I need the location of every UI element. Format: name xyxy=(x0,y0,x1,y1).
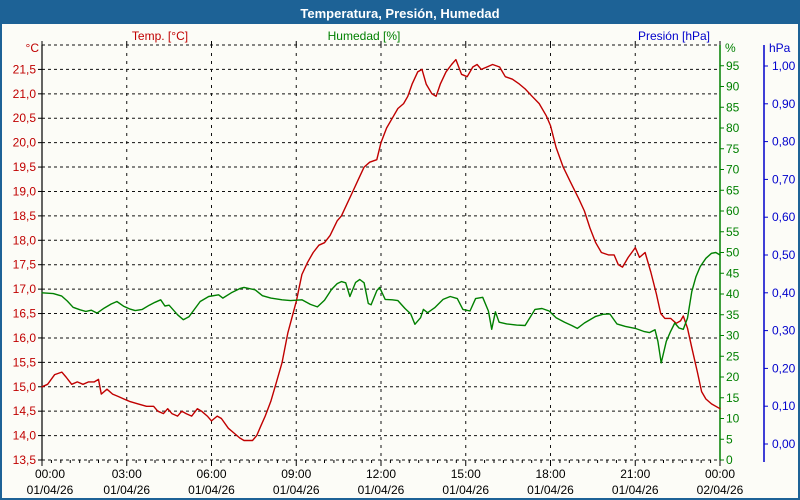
pressure-tick-label: 0,30 xyxy=(772,324,796,338)
pressure-tick-label: 1,00 xyxy=(772,59,796,73)
humidity-tick-label: 50 xyxy=(726,246,740,260)
temp-tick-label: 21,5 xyxy=(13,62,37,76)
temp-tick-label: 20,5 xyxy=(13,111,37,125)
pressure-tick-label: 0,20 xyxy=(772,361,796,375)
x-time-label: 03:00 xyxy=(112,467,142,481)
humidity-tick-label: 5 xyxy=(726,432,733,446)
humidity-tick-label: 95 xyxy=(726,59,740,73)
x-date-label: 01/04/26 xyxy=(612,483,659,497)
legend-temperature: Temp. [°C] xyxy=(132,29,188,43)
temp-tick-label: 17,5 xyxy=(13,258,37,272)
temp-tick-label: 15,5 xyxy=(13,355,37,369)
temp-tick-label: 16,5 xyxy=(13,307,37,321)
humidity-tick-label: 55 xyxy=(726,225,740,239)
pressure-tick-label: 0,40 xyxy=(772,286,796,300)
humidity-tick-label: 40 xyxy=(726,287,740,301)
temp-tick-label: 21,0 xyxy=(13,87,37,101)
temp-tick-label: 15,0 xyxy=(13,380,37,394)
temp-tick-label: 14,5 xyxy=(13,404,37,418)
x-date-label: 01/04/26 xyxy=(527,483,574,497)
x-date-label: 01/04/26 xyxy=(273,483,320,497)
humidity-tick-label: 10 xyxy=(726,412,740,426)
humidity-tick-label: 15 xyxy=(726,391,740,405)
humidity-tick-label: 35 xyxy=(726,308,740,322)
temp-tick-label: 17,0 xyxy=(13,282,37,296)
temp-tick-label: 19,5 xyxy=(13,160,37,174)
x-time-label: 00:00 xyxy=(35,467,65,481)
temp-tick-label: 13,5 xyxy=(13,453,37,467)
temp-tick-label: 18,5 xyxy=(13,209,37,223)
humidity-tick-label: 70 xyxy=(726,163,740,177)
plot-area: 21,5 21,0 20,5 20,0 19,5 19,0 18,5 18,0 17,5 17,0… xyxy=(13,41,796,497)
x-date-label: 01/04/26 xyxy=(358,483,405,497)
pressure-tick-label: 0,80 xyxy=(772,135,796,149)
temp-tick-label: 19,0 xyxy=(13,184,37,198)
pressure-tick-label: 0,00 xyxy=(772,437,796,451)
humidity-tick-label: 60 xyxy=(726,204,740,218)
series-temperature-line xyxy=(41,58,721,442)
x-time-label: 06:00 xyxy=(196,467,226,481)
x-time-label: 09:00 xyxy=(281,467,311,481)
humidity-tick-label: 25 xyxy=(726,349,740,363)
pressure-tick-label: 0,10 xyxy=(772,399,796,413)
humidity-tick-label: 80 xyxy=(726,121,740,135)
x-date-label: 01/04/26 xyxy=(442,483,489,497)
x-time-label: 12:00 xyxy=(366,467,396,481)
pressure-tick-label: 0,90 xyxy=(772,97,796,111)
x-date-label: 01/04/26 xyxy=(103,483,150,497)
x-time-label: 21:00 xyxy=(620,467,650,481)
x-date-label: 01/04/26 xyxy=(188,483,235,497)
x-date-label: 02/04/26 xyxy=(697,483,744,497)
humidity-tick-label: 30 xyxy=(726,329,740,343)
pressure-tick-label: 0,60 xyxy=(772,210,796,224)
temp-tick-label: 16,0 xyxy=(13,331,37,345)
temp-tick-label: 18,0 xyxy=(13,233,37,247)
pressure-axis-unit: hPa xyxy=(769,41,791,55)
temp-axis-unit: °C xyxy=(26,41,40,55)
humidity-tick-label: 90 xyxy=(726,80,740,94)
x-date-label: 01/04/26 xyxy=(27,483,74,497)
humidity-tick-label: 75 xyxy=(726,142,740,156)
humidity-tick-label: 0 xyxy=(726,453,733,467)
humidity-axis-unit: % xyxy=(725,41,736,55)
series-humidity-line xyxy=(41,251,721,364)
legend-pressure: Presión [hPa] xyxy=(638,29,710,43)
humidity-tick-label: 45 xyxy=(726,266,740,280)
title-bar: Temperatura, Presión, Humedad xyxy=(2,2,798,24)
pressure-tick-label: 0,50 xyxy=(772,248,796,262)
legend-humidity: Humedad [%] xyxy=(328,29,401,43)
humidity-tick-label: 65 xyxy=(726,183,740,197)
x-time-label: 18:00 xyxy=(535,467,565,481)
temp-tick-label: 20,0 xyxy=(13,136,37,150)
temp-tick-label: 14,0 xyxy=(13,429,37,443)
x-time-label: 00:00 xyxy=(705,467,735,481)
pressure-tick-label: 0,70 xyxy=(772,172,796,186)
x-time-label: 15:00 xyxy=(451,467,481,481)
humidity-tick-label: 85 xyxy=(726,100,740,114)
humidity-tick-label: 20 xyxy=(726,370,740,384)
page-title: Temperatura, Presión, Humedad xyxy=(300,5,500,21)
